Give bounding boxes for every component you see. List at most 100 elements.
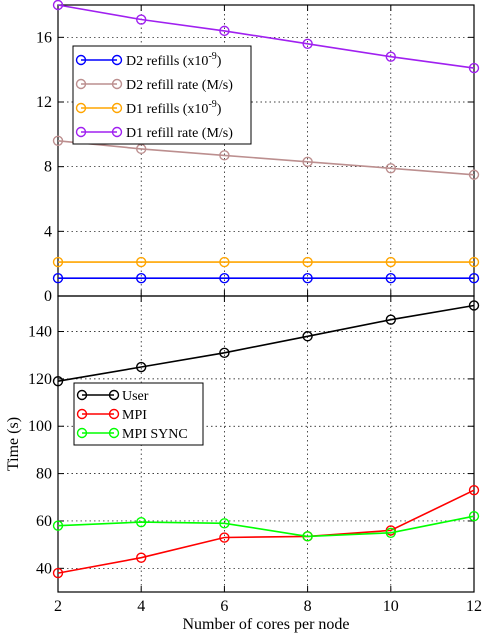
bottom-data-point — [385, 314, 396, 325]
top-data-point — [135, 14, 147, 25]
top-data-point — [468, 256, 480, 268]
bottom-data-point — [302, 331, 313, 342]
bottom-series-line — [57, 515, 475, 538]
legend-label: MPI — [122, 408, 147, 423]
top-data-point — [219, 25, 230, 37]
top-data-point — [468, 273, 480, 284]
bottom-series-0 — [52, 300, 480, 387]
top-y-tick-label: 0 — [44, 288, 52, 305]
legend-label: User — [122, 389, 149, 404]
legend-marker — [111, 78, 123, 90]
bottom-legend-entry: MPI — [76, 408, 147, 423]
top-data-point — [385, 51, 396, 62]
top-data-point — [468, 169, 480, 180]
bottom-data-point — [219, 518, 230, 529]
bottom-data-point — [385, 527, 396, 538]
legend-marker — [111, 126, 123, 138]
bottom-data-point — [468, 484, 480, 496]
top-data-point — [52, 273, 64, 284]
top-data-point — [385, 163, 396, 174]
legend-marker — [76, 427, 88, 439]
bottom-data-point — [52, 376, 64, 387]
legend-label: D1 refills (x10-9) — [126, 99, 222, 117]
legend-label: D1 refill rate (M/s) — [126, 126, 233, 141]
x-axis-label: Number of cores per node — [182, 616, 349, 633]
top-data-point — [52, 135, 64, 147]
bottom-y-tick-label: 80 — [36, 466, 52, 483]
bottom-series-2 — [52, 511, 480, 542]
top-series-1 — [52, 135, 480, 180]
bottom-y-tick-label: 60 — [36, 513, 52, 530]
y-axis-label: Time (s) — [5, 417, 22, 471]
top-data-point — [302, 38, 313, 49]
legend-marker — [111, 54, 123, 66]
top-y-tick-label: 12 — [36, 94, 52, 111]
top-legend-entry: D1 refills (x10-9) — [75, 99, 222, 117]
bottom-data-point — [135, 552, 147, 563]
top-series-0 — [52, 273, 480, 284]
x-tick-label: 12 — [466, 598, 482, 615]
legend-marker — [75, 54, 87, 66]
legend-marker — [108, 427, 120, 439]
bottom-legend-entry: User — [76, 389, 149, 404]
top-data-point — [302, 273, 313, 284]
bottom-y-tick-label: 120 — [28, 371, 52, 388]
x-tick-label: 8 — [304, 598, 312, 615]
top-legend-entry: D1 refill rate (M/s) — [75, 126, 233, 141]
top-data-point — [135, 256, 147, 268]
bottom-plot-frame — [57, 295, 475, 593]
top-y-tick-label: 8 — [44, 159, 52, 176]
bottom-data-point — [52, 520, 64, 531]
legend-marker — [108, 408, 120, 420]
bottom-y-tick-label: 100 — [28, 418, 52, 435]
top-data-point — [52, 0, 64, 11]
bottom-data-point — [468, 511, 480, 522]
x-tick-label: 10 — [383, 598, 399, 615]
top-data-point — [219, 150, 230, 161]
legend-label: D2 refill rate (M/s) — [126, 78, 233, 93]
bottom-legend: User MPI MPI SYNC — [73, 382, 204, 446]
top-data-point — [302, 256, 313, 268]
x-tick-label: 2 — [54, 598, 62, 615]
bottom-data-point — [135, 516, 147, 528]
top-series-3 — [52, 0, 480, 74]
top-series-line — [57, 4, 475, 69]
bottom-data-point — [135, 361, 147, 373]
top-data-point — [52, 256, 64, 268]
bottom-series-line — [57, 304, 475, 382]
bottom-data-point — [52, 567, 64, 579]
legend-marker — [76, 408, 88, 420]
legend-marker — [108, 389, 120, 401]
bottom-legend-entry: MPI SYNC — [76, 427, 188, 442]
top-data-point — [135, 273, 147, 284]
x-tick-label: 4 — [137, 598, 145, 615]
top-data-point — [385, 273, 396, 284]
bottom-y-tick-label: 140 — [28, 324, 52, 341]
legend-marker — [76, 389, 88, 401]
legend-marker — [111, 102, 123, 114]
top-series-2 — [52, 256, 480, 268]
legend-label: D2 refills (x10-9) — [126, 51, 222, 69]
top-legend-entry: D2 refills (x10-9) — [75, 51, 222, 69]
top-data-point — [302, 156, 313, 168]
x-tick-label: 6 — [220, 598, 228, 615]
top-data-point — [219, 273, 230, 284]
bottom-y-tick-label: 40 — [36, 560, 52, 577]
bottom-series-line — [57, 489, 475, 574]
legend-label: MPI SYNC — [122, 427, 188, 442]
top-legend-entry: D2 refill rate (M/s) — [75, 78, 233, 93]
bottom-panel: 40 60 80 100 120 140 — [28, 295, 480, 593]
top-series-line — [57, 140, 475, 176]
top-legend: D2 refills (x10-9) D2 refill rate (M/s) D1… — [72, 45, 252, 145]
bottom-data-point — [302, 531, 313, 542]
top-legend-box — [72, 45, 252, 145]
bottom-data-point — [468, 300, 480, 311]
top-y-tick-label: 4 — [44, 223, 52, 240]
top-y-tick-label: 16 — [36, 29, 52, 46]
legend-marker — [75, 102, 87, 114]
bottom-data-point — [219, 347, 230, 359]
bottom-series-1 — [52, 484, 480, 579]
top-data-point — [468, 62, 480, 74]
legend-marker — [75, 78, 87, 90]
